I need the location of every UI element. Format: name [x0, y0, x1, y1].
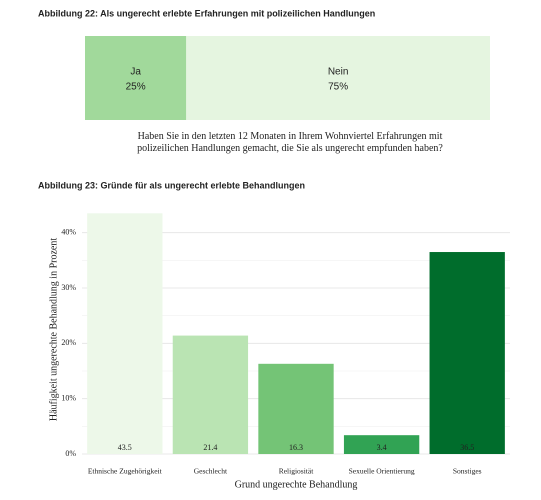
y-tick-label: 0%	[65, 449, 76, 458]
segment-name: Nein	[328, 67, 349, 78]
chart-title: Abbildung 22: Als ungerecht erlebte Erfa…	[38, 8, 375, 18]
y-axis-label: Häufigkeit ungerechte Behandlung in Proz…	[48, 238, 59, 421]
x-tick-label: Sonstiges	[453, 467, 482, 476]
value-label: 21.4	[203, 443, 217, 452]
x-tick-label: Geschlecht	[194, 467, 228, 476]
bar	[429, 252, 505, 454]
value-label: 43.5	[118, 443, 132, 452]
value-label: 3.4	[377, 443, 387, 452]
value-label: 75%	[328, 82, 348, 93]
segment-name: Ja	[130, 67, 141, 78]
y-tick-label: 30%	[61, 283, 76, 292]
y-tick-label: 20%	[61, 338, 76, 347]
bar-segment	[85, 36, 187, 120]
x-tick-label: Sexuelle Orientierung	[349, 467, 415, 476]
x-tick-label: Ethnische Zugehörigkeit	[88, 467, 163, 476]
bar-segment	[186, 36, 490, 120]
x-tick-label: Religiosität	[279, 467, 314, 476]
chart-title: Abbildung 23: Gründe für als ungerecht e…	[38, 180, 305, 190]
value-label: 16.3	[289, 443, 303, 452]
x-axis-label: Grund ungerechte Behandlung	[235, 479, 358, 490]
bar	[172, 335, 249, 454]
value-label: 36.5	[460, 443, 474, 452]
x-axis-label: Haben Sie in den letzten 12 Monaten in I…	[137, 131, 443, 154]
y-tick-label: 10%	[61, 393, 76, 402]
bar	[343, 435, 420, 454]
y-tick-label: 40%	[61, 227, 76, 236]
value-label: 25%	[126, 82, 146, 93]
bar	[258, 363, 334, 454]
bar	[87, 213, 163, 454]
